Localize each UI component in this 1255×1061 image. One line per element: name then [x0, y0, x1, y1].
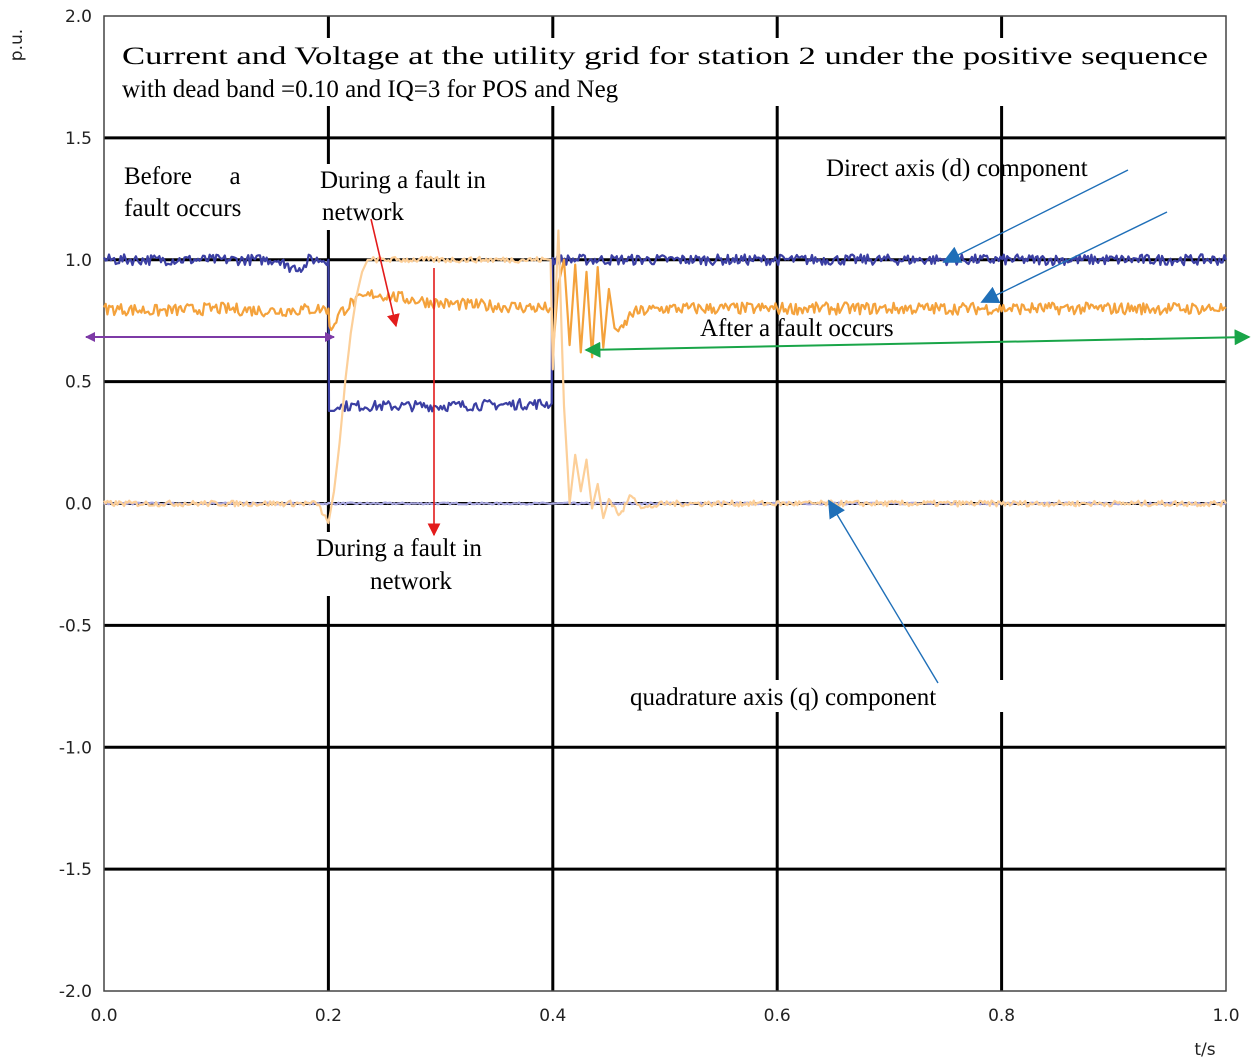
series-line: [103, 258, 1227, 359]
y-tick-label: 1.5: [65, 129, 92, 149]
x-tick-label: 0.0: [90, 1006, 117, 1026]
series-line: [103, 229, 1227, 525]
during-fault-top-line-2: network: [322, 199, 404, 226]
title-background: [118, 38, 1213, 106]
tick-group: 2.0 1.5 1.0 0.5 0.0 -0.5 -1.0 -1.5 -2.0 0.0 0.2 0.4…: [59, 7, 1240, 1026]
y-tick-label: 0.5: [65, 373, 92, 393]
during-fault-top-line-1: During a fault in: [320, 167, 486, 194]
before-fault-label-bg: [120, 158, 288, 224]
x-tick-label: 1.0: [1212, 1006, 1239, 1026]
direct-axis-arrow-1: [942, 169, 1129, 263]
before-fault-label-line-2: fault occurs: [124, 195, 241, 222]
direct-axis-label: Direct axis (d) component: [826, 155, 1088, 182]
after-fault-arrow: [584, 329, 1251, 358]
during-fault-bottom-bg: [312, 532, 538, 596]
during-fault-arrow-top: [370, 218, 400, 328]
y-tick-label: 2.0: [65, 7, 92, 27]
quadrature-axis-label: quadrature axis (q) component: [630, 684, 936, 711]
series-line: [103, 253, 1228, 413]
x-tick-label: 0.2: [315, 1006, 342, 1026]
y-tick-label: 0.0: [65, 495, 92, 515]
during-fault-bottom-line-1: During a fault in: [316, 535, 482, 562]
during-fault-top-bg: [318, 164, 550, 230]
x-tick-label: 0.4: [539, 1006, 566, 1026]
series-group: [103, 229, 1228, 525]
y-tick-label: -1.5: [59, 860, 92, 880]
y-tick-label: -2.0: [59, 982, 92, 1002]
quadrature-label-bg: [626, 680, 1036, 712]
after-fault-label: After a fault occurs: [700, 315, 894, 342]
during-fault-bottom-line-2: network: [370, 568, 452, 595]
direct-axis-arrow-2: [980, 211, 1168, 304]
y-tick-label: 1.0: [65, 251, 92, 271]
y-axis-label: p.u.: [7, 29, 27, 61]
x-tick-label: 0.6: [764, 1006, 791, 1026]
y-tick-label: -0.5: [59, 616, 92, 636]
chart-title-line-2: with dead band =0.10 and IQ=3 for POS an…: [122, 76, 619, 103]
x-axis-label: t/s: [1194, 1040, 1215, 1060]
x-tick-label: 0.8: [988, 1006, 1015, 1026]
quadrature-axis-arrow: [828, 499, 939, 684]
chart-title-line-1: Current and Voltage at the utility grid …: [122, 43, 1208, 70]
y-tick-label: -1.0: [59, 738, 92, 758]
before-fault-label-line-1: Before a: [124, 163, 241, 190]
